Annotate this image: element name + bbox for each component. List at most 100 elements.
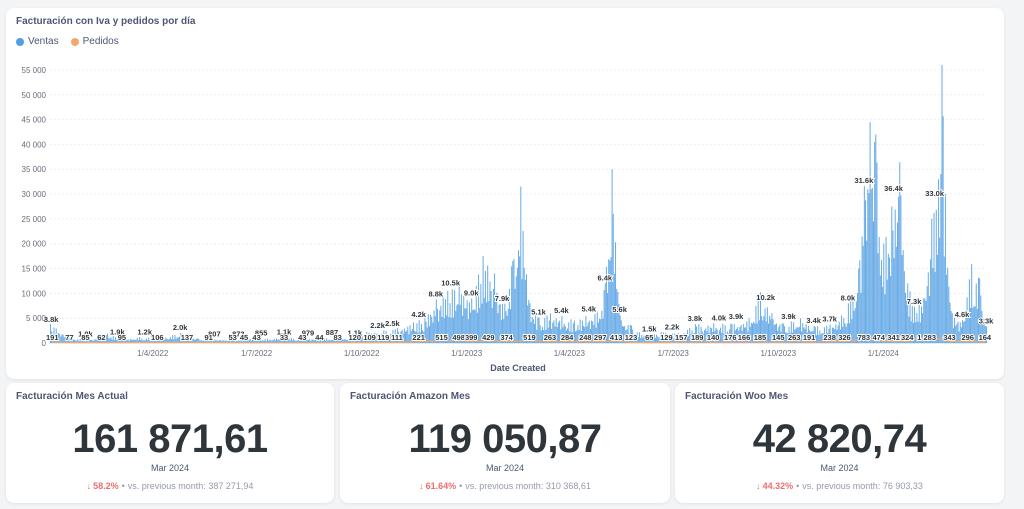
ventas-bar — [972, 307, 974, 343]
ventas-bar — [966, 297, 968, 343]
x-tick-label: 1/7/2022 — [241, 349, 273, 358]
ventas-bar — [72, 339, 74, 343]
ventas-bar — [746, 321, 748, 343]
ventas-bar — [256, 341, 258, 343]
kpi-title[interactable]: Facturación Mes Actual — [16, 391, 128, 402]
ventas-bar — [831, 327, 833, 343]
ventas-bar — [338, 338, 340, 343]
ventas-bar — [473, 309, 475, 343]
ventas-bar — [183, 335, 185, 343]
ventas-bar — [673, 338, 675, 343]
ventas-bar — [588, 320, 590, 343]
ventas-bar — [417, 332, 419, 343]
ventas-bar — [343, 339, 345, 343]
ventas-bar — [296, 340, 298, 343]
kpi-value: 42 820,74 — [752, 417, 927, 461]
ventas-bar — [314, 338, 316, 343]
ventas-bar — [717, 333, 719, 343]
ventas-bar — [943, 256, 945, 343]
ventas-bar — [700, 327, 702, 343]
ventas-bar — [668, 337, 670, 343]
kpi-title[interactable]: Facturación Woo Mes — [685, 391, 789, 402]
ventas-bar — [276, 338, 278, 343]
ventas-bar — [327, 340, 329, 343]
pedidos-data-label: 341 — [887, 333, 900, 342]
ventas-bar — [522, 230, 524, 343]
ventas-bar — [815, 335, 817, 343]
ventas-bar — [457, 304, 459, 343]
ventas-bar — [934, 271, 936, 343]
chart-title[interactable]: Facturación con Iva y pedidos por día — [16, 16, 196, 27]
ventas-bar — [513, 259, 515, 343]
ventas-bar — [404, 331, 407, 343]
ventas-data-label: 33.0k — [925, 189, 945, 198]
ventas-bar — [951, 313, 953, 343]
ventas-bar — [813, 326, 815, 343]
pedidos-data-label: 399 — [465, 333, 478, 342]
ventas-bar — [625, 330, 627, 343]
ventas-bar — [666, 337, 668, 343]
ventas-bar — [957, 321, 959, 343]
ventas-bar — [174, 335, 176, 343]
ventas-bar — [131, 339, 133, 343]
ventas-bar — [358, 340, 360, 343]
ventas-bar — [470, 312, 472, 343]
ventas-bar — [210, 340, 212, 343]
ventas-bar — [302, 338, 304, 343]
ventas-bar — [303, 340, 305, 343]
arrow-down-icon: ↓ — [86, 481, 92, 491]
ventas-bar — [168, 338, 170, 343]
ventas-bar — [310, 340, 312, 343]
ventas-bar — [941, 64, 943, 344]
ventas-bar — [254, 340, 256, 343]
ventas-bar — [595, 327, 597, 343]
pedidos-data-label: 157 — [675, 333, 688, 342]
ventas-bar — [65, 337, 68, 343]
ventas-data-label: 2.2k — [370, 321, 385, 330]
ventas-bar — [618, 303, 620, 343]
ventas-bar — [538, 317, 540, 343]
ventas-bar — [55, 328, 57, 343]
ventas-bar — [573, 320, 575, 343]
ventas-data-label: 1.0k — [78, 330, 93, 339]
ventas-bar — [641, 335, 643, 343]
legend-item-pedidos[interactable]: Pedidos — [70, 36, 119, 47]
ventas-bar — [531, 316, 533, 343]
ventas-bar — [883, 243, 885, 343]
ventas-data-label: 3.8k — [688, 314, 703, 323]
pedidos-data-label: 176 — [724, 333, 737, 342]
ventas-data-label: 979 — [302, 329, 315, 338]
ventas-bar — [323, 338, 325, 343]
ventas-bar — [577, 325, 579, 343]
ventas-bar — [160, 338, 162, 343]
ventas-bar — [200, 339, 202, 343]
ventas-bar — [730, 323, 732, 343]
pedidos-data-label: 238 — [823, 333, 836, 342]
ventas-bar — [126, 340, 128, 343]
ventas-bar — [553, 320, 555, 343]
kpi-title[interactable]: Facturación Amazon Mes — [350, 391, 471, 402]
ventas-bar — [778, 326, 780, 343]
legend-item-ventas[interactable]: Ventas — [16, 36, 59, 47]
ventas-bar — [547, 327, 549, 343]
ventas-bar — [842, 326, 844, 343]
ventas-bar — [496, 292, 498, 343]
ventas-bar — [384, 337, 386, 343]
pedidos-data-label: 77 — [65, 333, 73, 342]
ventas-bar — [914, 306, 916, 343]
chart-plot[interactable]: 3.8k 1.0k 1.9k 1.2k 2.0k 807 873 855 1.1k 979 887 1… — [6, 8, 1004, 379]
ventas-bar — [483, 297, 485, 343]
ventas-bar — [850, 295, 852, 343]
ventas-bar — [389, 336, 391, 343]
ventas-bar — [690, 334, 692, 343]
ventas-bar — [277, 340, 279, 343]
ventas-bar — [246, 340, 248, 343]
ventas-bar — [397, 328, 399, 343]
ventas-bar — [563, 323, 565, 343]
ventas-bar — [462, 315, 464, 343]
ventas-bar — [786, 332, 788, 343]
ventas-bar — [793, 322, 795, 343]
ventas-bar — [617, 291, 619, 343]
ventas-bar — [406, 330, 408, 343]
ventas-bar — [581, 320, 583, 343]
